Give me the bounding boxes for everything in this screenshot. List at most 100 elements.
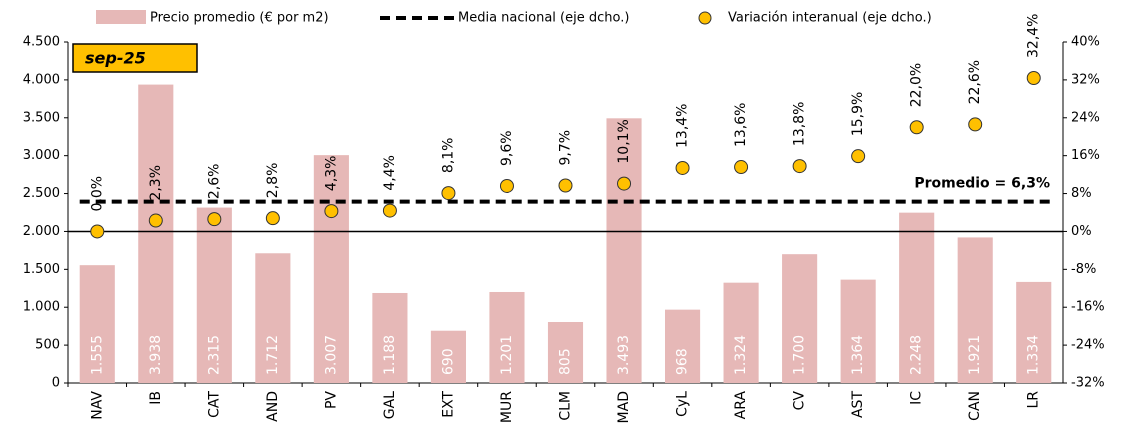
bar [1016,281,1052,383]
x-tick-label: CV [792,391,808,411]
y-tick-label: 2.000 [23,224,60,239]
legend-swatch [698,11,712,25]
bar [547,321,584,383]
point [792,159,807,174]
x-tick-label: CAN [967,391,983,421]
y-tick-label: 500 [35,338,60,353]
bar [313,155,349,383]
bar [606,118,642,383]
x-tick-label: IC [909,391,925,405]
x-tick-label: NAV [89,391,105,420]
bar-value-label: 1.188 [382,335,398,375]
bar-value-label: 1.334 [1026,335,1042,375]
y2-tick-label: -24% [1071,338,1105,353]
x-tick-label: CyL [675,391,691,417]
y-tick-label: 3.000 [23,148,60,163]
bar [665,309,701,383]
y2-tick-label: 16% [1071,148,1100,163]
point-value-label: 4,4% [382,155,398,191]
bar [430,330,466,383]
point-value-label: 0,0% [89,176,105,212]
bar [957,237,993,383]
point-value-label: 2,3% [148,165,164,201]
y-tick-label: 3.500 [23,110,60,125]
point [90,224,105,239]
point [207,212,222,227]
bar-value-label: 690 [440,348,456,375]
point-value-label: 22,0% [909,63,925,107]
point-value-label: 8,1% [440,138,456,174]
x-tick-label: EXT [440,391,456,418]
bar [196,207,232,383]
x-tick-label: PV [323,391,339,409]
bar [138,84,174,384]
legend-label: Variación interanual (eje dcho.) [728,11,932,26]
y-tick-label: 0 [52,376,60,391]
bar [723,282,759,383]
y2-tick-label: -32% [1071,376,1105,391]
point [558,178,573,193]
point [382,203,397,218]
y2-tick-label: 0% [1071,224,1092,239]
x-tick-label: AND [265,391,281,422]
point-value-label: 9,6% [499,130,515,166]
point-value-label: 2,6% [206,164,222,200]
bar [255,253,291,383]
y2-tick-label: 8% [1071,186,1092,201]
bar [782,254,818,383]
point-value-label: 32,4% [1026,14,1042,58]
point [968,117,983,132]
point [851,149,866,164]
bar-value-label: 1.921 [967,335,983,375]
bar-value-label: 3.007 [323,335,339,375]
point [675,160,690,175]
bar [840,279,876,383]
bar-value-label: 1.700 [792,335,808,375]
point-value-label: 13,8% [792,102,808,146]
x-tick-label: LR [1026,391,1042,409]
bar-value-label: 3.938 [148,335,164,375]
x-tick-label: CAT [206,391,222,418]
bar [899,212,935,383]
bar-value-label: 1.364 [850,335,866,375]
bar [79,265,115,383]
y-tick-label: 4.000 [23,72,60,87]
x-tick-label: IB [148,391,164,405]
y2-tick-label: 40% [1071,35,1100,50]
bar [372,292,408,383]
point [324,204,339,219]
y2-tick-label: -16% [1071,300,1105,315]
point-value-label: 13,4% [675,103,691,147]
y-tick-label: 2.500 [23,186,60,201]
point [499,178,514,193]
date-box [72,43,198,73]
point-value-label: 9,7% [558,130,574,166]
point-value-label: 2,8% [265,163,281,199]
bar-value-label: 1.555 [89,335,105,375]
point-value-label: 22,6% [967,60,983,104]
point [617,176,632,191]
bar-value-label: 2.248 [909,335,925,375]
bar-value-label: 805 [558,348,574,375]
bar-value-label: 968 [675,348,691,375]
point-value-label: 13,6% [733,103,749,147]
x-tick-label: ARA [733,391,749,420]
legend-label: Media nacional (eje dcho.) [458,11,629,26]
point [441,186,456,201]
bar-value-label: 1.324 [733,335,749,375]
point-value-label: 10,1% [616,119,632,163]
point-value-label: 4,3% [323,156,339,192]
bar [489,291,525,383]
x-tick-label: MAD [616,391,632,423]
x-tick-label: CLM [558,391,574,421]
point [1026,70,1041,85]
point-value-label: 15,9% [850,92,866,136]
point [148,213,163,228]
y2-tick-label: 24% [1071,110,1100,125]
y2-tick-label: -8% [1071,262,1096,277]
point [265,211,280,226]
y-tick-label: 1.000 [23,300,60,315]
average-label: Promedio = 6,3% [914,176,1050,192]
legend-label: Precio promedio (€ por m2) [150,11,329,26]
y-tick-label: 4.500 [23,35,60,50]
